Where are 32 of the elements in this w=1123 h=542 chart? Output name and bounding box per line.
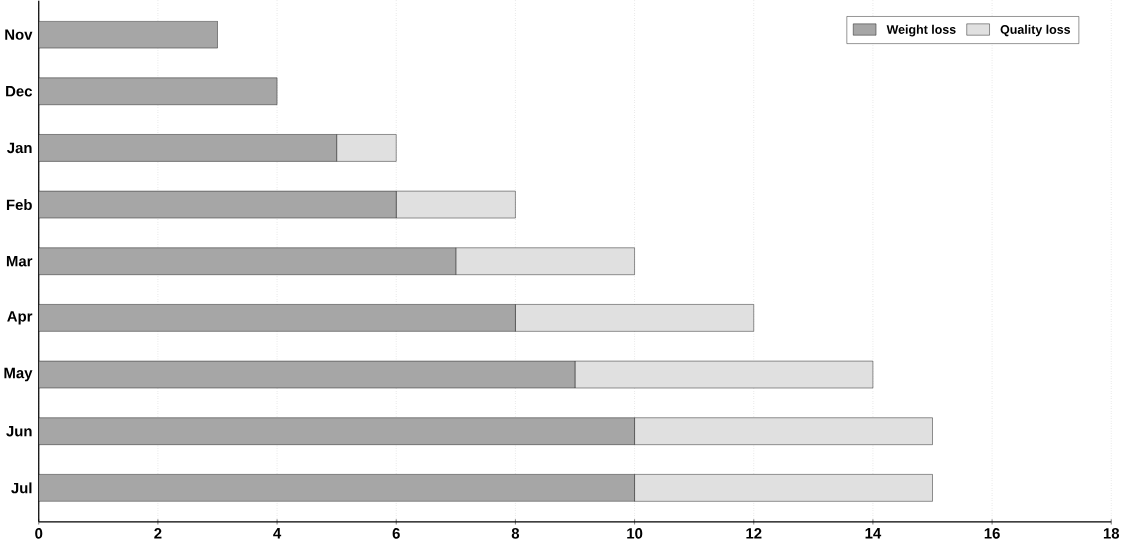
x-tick-label: 10 (627, 528, 643, 539)
bar (38, 417, 635, 445)
y-tick-label: Mar (6, 255, 33, 267)
y-tick-label: Nov (5, 29, 33, 40)
y-tick-label: May (4, 367, 33, 382)
y-tick-label: Jul (11, 482, 32, 494)
bar (38, 247, 457, 275)
x-tick-label: 0 (35, 528, 43, 539)
legend-label: Weight loss (886, 24, 956, 37)
bar (38, 20, 218, 49)
bar (38, 134, 337, 162)
x-tick-label: 14 (865, 528, 882, 539)
bar (396, 190, 516, 219)
x-tick-label: 8 (511, 528, 520, 539)
y-tick-label: Dec (6, 86, 33, 97)
x-tick-label: 16 (984, 528, 1000, 539)
bar (38, 474, 635, 502)
x-tick-label: 12 (746, 528, 762, 539)
bar (38, 304, 516, 332)
x-tick-label: 6 (392, 528, 400, 539)
y-tick-label: Jun (6, 425, 32, 437)
x-tick-label: 2 (154, 528, 162, 539)
legend-label: Quality loss (1000, 24, 1071, 37)
y-tick-label: Feb (6, 199, 32, 210)
bar (38, 190, 397, 219)
y-tick-label: Apr (7, 311, 33, 325)
bar (38, 360, 576, 389)
y-tick-label: Jan (7, 142, 32, 154)
x-tick-label: 18 (1103, 528, 1120, 539)
x-tick-label: 4 (273, 528, 282, 539)
bar (336, 134, 397, 162)
bar (38, 77, 278, 105)
